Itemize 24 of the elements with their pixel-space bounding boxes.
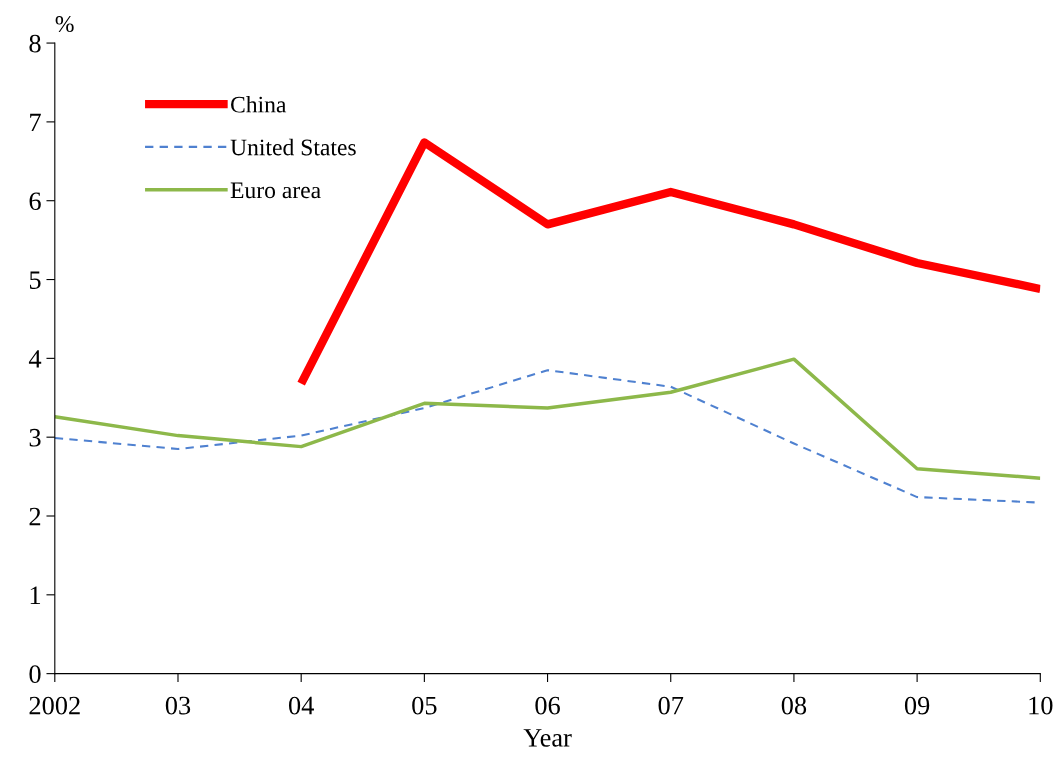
x-tick-label: 08 [781, 696, 807, 715]
y-tick-label: 7 [30, 113, 41, 132]
y-tick-label: 3 [29, 428, 41, 447]
line-series [54, 357, 1041, 480]
y-tick-label: 6 [29, 192, 41, 211]
y-tick-label: 5 [29, 271, 41, 289]
x-tick-label: 03 [165, 696, 191, 715]
x-tick-label: 10 [1029, 696, 1053, 715]
y-tick-label: 4 [28, 350, 42, 368]
x-axis-title: Year [523, 729, 572, 747]
x-tick-label: 04 [288, 696, 314, 715]
x-tick-label: 09 [904, 696, 930, 715]
x-tick-label: 2002 [29, 696, 80, 715]
x-tick-label: 05 [412, 696, 437, 715]
y-tick-label: 0 [29, 665, 41, 684]
y-axis-title: % [55, 16, 74, 33]
legend-label: United States [230, 138, 356, 156]
y-tick-label: 1 [30, 586, 41, 604]
x-tick-label: 07 [658, 696, 684, 715]
legend-label: Euro area [230, 182, 321, 199]
legend-label: China [231, 95, 287, 113]
y-tick-label: 2 [29, 507, 41, 526]
y-tick-label: 8 [29, 34, 41, 53]
x-tick-label: 06 [535, 696, 560, 715]
